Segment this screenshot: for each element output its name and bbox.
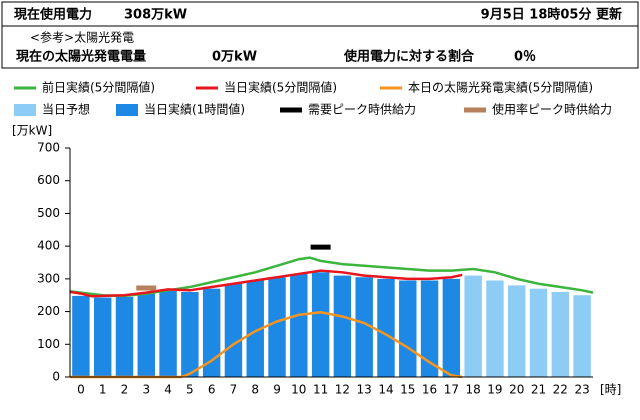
bar [137,293,155,377]
y-tick-label: 0 [52,370,60,384]
bar [290,273,308,377]
x-tick-label: 1 [99,383,107,397]
x-tick-label: 13 [357,383,372,397]
bar [311,272,330,377]
bar [93,297,112,377]
bar [333,275,352,377]
x-tick-label: 16 [422,383,437,397]
legend-label: 需要ピーク時供給力 [308,103,416,117]
header-box [1,1,639,69]
bar [224,283,243,377]
y-tick-label: 100 [37,337,60,351]
legend-label: 使用率ピーク時供給力 [492,102,612,117]
legend-label: 当日実績(1時間値) [144,102,245,117]
x-tick-label: 9 [273,383,281,397]
y-tick-label: 200 [37,304,60,318]
legend-label: 前日実績(5分間隔値) [42,80,155,95]
bar [573,295,591,377]
bar [159,290,177,377]
bar [72,295,90,377]
bar [399,280,417,377]
bar [464,275,482,377]
x-tick-label: 5 [186,383,194,397]
x-tick-label: 15 [400,383,415,397]
solar-label: 現在の太陽光発電電量 [16,49,146,65]
y-tick-label: 300 [37,271,60,285]
legend-label: 当日実績(5分間隔値) [224,80,337,95]
bar [355,277,373,377]
x-axis-label: [時] [600,383,621,397]
current-label: 現在使用電力 [14,7,92,23]
bar [181,291,199,377]
solar-value: 0万kW [212,50,257,65]
bar [551,291,570,377]
x-tick-label: 7 [230,383,238,397]
x-tick-label: 3 [142,383,150,397]
y-axis-label: [万kW] [12,124,52,138]
y-tick-label: 600 [37,173,60,187]
x-tick-label: 14 [378,383,393,397]
bar [529,288,548,377]
x-tick-label: 20 [509,383,524,397]
x-tick-label: 6 [208,383,216,397]
x-tick-label: 8 [251,383,259,397]
x-tick-label: 0 [77,383,85,397]
x-tick-label: 22 [553,383,568,397]
updated: 9月5日 18時05分 更新 [481,7,622,23]
legend-label: 本日の太陽光発電実績(5分間隔値) [408,80,593,95]
current-value: 308万kW [124,8,187,23]
bar [202,288,221,377]
x-tick-label: 18 [466,383,481,397]
bar [268,277,286,377]
ratio-value: 0％ [514,50,536,65]
ratio-label: 使用電力に対する割合 [343,49,475,65]
bar [115,296,134,377]
bar [442,278,461,377]
x-tick-label: 4 [164,383,172,397]
legend-swatch [14,104,36,116]
y-tick-label: 500 [37,206,60,220]
bar [486,280,504,377]
x-tick-label: 21 [531,383,546,397]
line [69,269,463,298]
x-tick-label: 17 [444,383,459,397]
bar [508,285,526,377]
bar [246,280,264,377]
y-tick-label: 700 [37,141,60,155]
legend-label: 当日予想 [42,102,90,117]
y-tick-label: 400 [37,239,60,253]
x-tick-label: 11 [313,383,328,397]
x-tick-label: 23 [574,383,589,397]
x-tick-label: 10 [291,383,306,397]
bar [377,278,395,377]
legend-swatch [116,104,138,116]
x-tick-label: 2 [121,383,129,397]
x-tick-label: 19 [487,383,502,397]
bar [420,280,439,377]
x-tick-label: 12 [335,383,350,397]
reference: <参考>太陽光発電 [30,30,134,45]
